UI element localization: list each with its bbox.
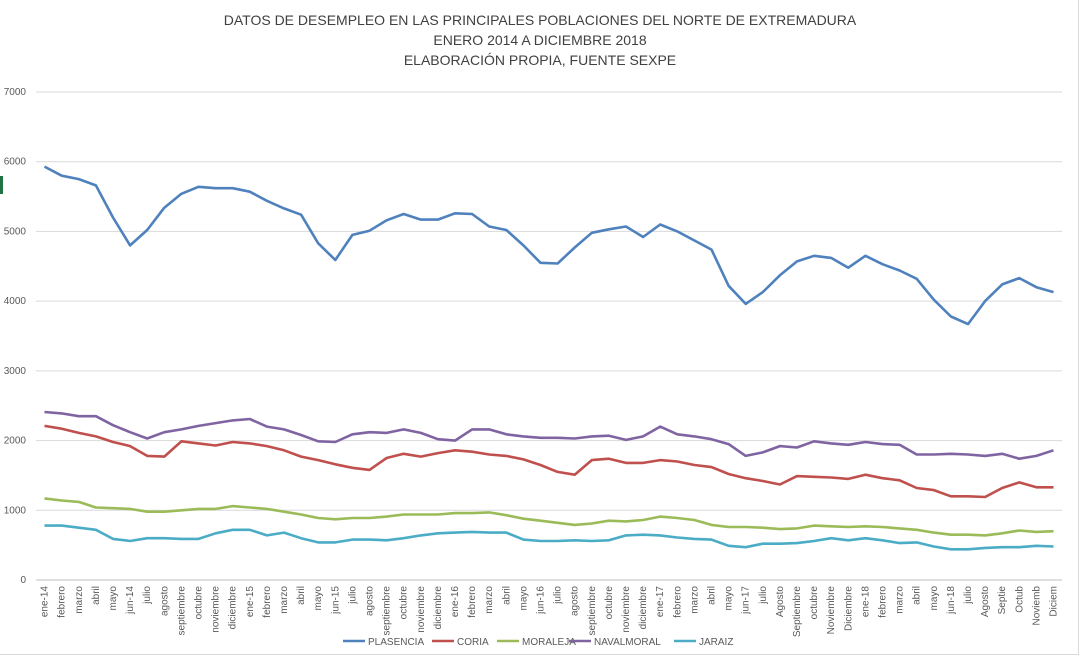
x-tick-label: Diciembre: [843, 586, 854, 631]
x-tick-label: octubre: [399, 586, 410, 620]
x-tick-label: Diciem: [1048, 586, 1059, 617]
x-tick-label: mayo: [724, 586, 735, 611]
series-lines: [43, 165, 1054, 551]
x-tick-label: septiembre: [587, 586, 598, 636]
x-tick-label: abril: [296, 586, 307, 605]
selection-edge-marker: [0, 176, 3, 194]
x-tick-label: abril: [706, 586, 717, 605]
gridlines: [36, 91, 1062, 581]
x-tick-label: abril: [912, 586, 923, 605]
x-tick-label: jun-18: [946, 586, 957, 615]
x-tick-label: julio: [758, 586, 769, 605]
x-tick-label: jun-16: [535, 586, 546, 615]
x-tick-label: febrero: [57, 586, 68, 618]
series-line-plasencia: [43, 165, 1054, 326]
series-line-navalmoral: [44, 410, 1054, 460]
x-tick-label: ene-18: [860, 586, 871, 618]
x-tick-label: Octub: [1014, 586, 1025, 613]
x-tick-label: jun-14: [125, 586, 136, 615]
y-tick-label: 7000: [4, 87, 27, 98]
x-tick-label: mayo: [518, 586, 529, 611]
x-tick-label: Noviemb: [1031, 586, 1042, 626]
x-tick-label: jun-15: [330, 586, 341, 615]
x-tick-label: febrero: [262, 586, 273, 618]
legend-label-jaraiz: JARAIZ: [699, 637, 733, 648]
x-tick-label: mayo: [313, 586, 324, 611]
x-tick-label: febrero: [467, 586, 478, 618]
x-tick-label: Agosto: [980, 586, 991, 618]
y-tick-label: 4000: [4, 296, 27, 307]
y-tick-label: 0: [20, 575, 26, 586]
x-tick-label: ene-17: [655, 586, 666, 618]
x-tick-label: marzo: [484, 586, 495, 614]
x-tick-label: julio: [347, 586, 358, 605]
x-tick-label: noviembre: [416, 586, 427, 633]
x-tick-label: noviembre: [211, 586, 222, 633]
x-tick-label: julio: [142, 586, 153, 605]
x-tick-label: agosto: [159, 586, 170, 616]
chart-title-line-1: DATOS DE DESEMPLEO EN LAS PRINCIPALES PO…: [223, 12, 857, 28]
y-tick-label: 5000: [4, 226, 27, 237]
x-tick-label: septiembre: [176, 586, 187, 636]
y-tick-label: 6000: [4, 157, 27, 168]
x-tick-label: Agosto: [775, 586, 786, 618]
legend-label-navalmoral: NAVALMORAL: [594, 637, 661, 648]
x-tick-label: diciembre: [638, 586, 649, 630]
x-tick-label: febrero: [672, 586, 683, 618]
x-tick-label: agosto: [364, 586, 375, 616]
x-tick-label: marzo: [279, 586, 290, 614]
legend-label-coria: CORIA: [457, 637, 489, 648]
x-tick-label: ene-16: [450, 586, 461, 618]
chart-title-line-2: ENERO 2014 A DICIEMBRE 2018: [433, 32, 647, 48]
x-tick-label: noviembre: [621, 586, 632, 633]
series-line-jaraiz: [44, 524, 1054, 551]
series-line-moraleja: [44, 497, 1054, 537]
x-tick-label: octubre: [809, 586, 820, 620]
x-tick-label: octubre: [193, 586, 204, 620]
legend-label-moraleja: MORALEJA: [522, 637, 576, 648]
x-tick-label: marzo: [74, 586, 85, 614]
x-tick-label: mayo: [108, 586, 119, 611]
y-tick-label: 1000: [4, 505, 27, 516]
x-tick-label: marzo: [689, 586, 700, 614]
x-tick-label: julio: [963, 586, 974, 605]
x-tick-label: marzo: [895, 586, 906, 614]
y-tick-label: 2000: [4, 436, 27, 447]
x-tick-label: jun-17: [741, 586, 752, 615]
x-tick-label: mayo: [929, 586, 940, 611]
chart-title-block: DATOS DE DESEMPLEO EN LAS PRINCIPALES PO…: [0, 10, 1080, 70]
x-tick-label: abril: [91, 586, 102, 605]
chart-title-line-3: ELABORACIÓN PROPIA, FUENTE SEXPE: [403, 52, 677, 68]
legend: PLASENCIA CORIA MORALEJA NAVALMORAL JARAIZ: [343, 637, 733, 648]
y-tick-label: 3000: [4, 366, 27, 377]
legend-label-plasencia: PLASENCIA: [368, 637, 424, 648]
x-tick-label: ene-14: [40, 586, 51, 618]
x-tick-label: octubre: [604, 586, 615, 620]
x-tick-label: abril: [501, 586, 512, 605]
x-tick-label: julio: [553, 586, 564, 605]
x-tick-label: Septiembre: [792, 586, 803, 638]
x-tick-label: diciembre: [433, 586, 444, 630]
x-tick-label: Septie: [997, 586, 1008, 615]
x-tick-label: septiembre: [382, 586, 393, 636]
y-axis: 0 1000 2000 3000 4000 5000 6000 7000: [4, 87, 27, 586]
x-axis: ene-14 febrero marzo abril mayo jun-14 julio ag…: [40, 586, 1060, 638]
x-tick-label: Noviembre: [826, 586, 837, 635]
x-tick-label: diciembre: [228, 586, 239, 630]
x-tick-label: ene-15: [245, 586, 256, 618]
x-tick-label: febrero: [877, 586, 888, 618]
series-line-coria: [44, 424, 1054, 499]
x-tick-label: agosto: [570, 586, 581, 616]
